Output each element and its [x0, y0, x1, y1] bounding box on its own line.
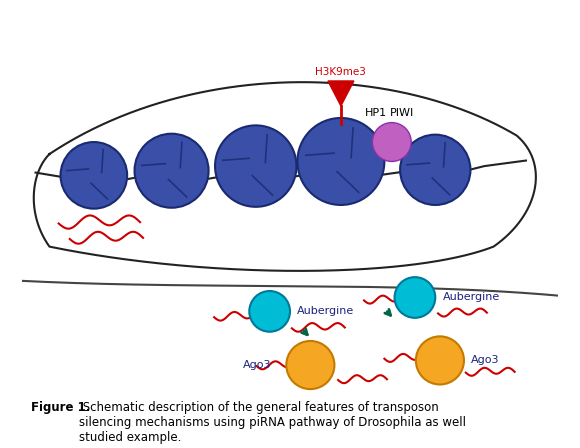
Text: Figure 1.: Figure 1.	[31, 401, 90, 414]
Text: Ago3: Ago3	[243, 360, 271, 370]
Circle shape	[249, 291, 290, 332]
Text: HP1: HP1	[365, 108, 387, 118]
Circle shape	[60, 142, 127, 209]
Text: Aubergine: Aubergine	[443, 293, 500, 302]
Text: Ago3: Ago3	[472, 355, 500, 366]
Circle shape	[298, 118, 385, 205]
Text: Schematic description of the general features of transposon
silencing mechanisms: Schematic description of the general fea…	[79, 401, 466, 444]
Text: PIWI: PIWI	[390, 108, 414, 118]
Polygon shape	[328, 81, 354, 106]
Circle shape	[372, 123, 411, 161]
Text: Aubergine: Aubergine	[298, 306, 354, 316]
Circle shape	[416, 336, 464, 384]
Circle shape	[215, 125, 296, 207]
Circle shape	[394, 277, 435, 318]
Text: H3K9me3: H3K9me3	[316, 67, 367, 77]
Circle shape	[135, 134, 209, 208]
Circle shape	[400, 135, 470, 205]
Circle shape	[287, 341, 335, 389]
